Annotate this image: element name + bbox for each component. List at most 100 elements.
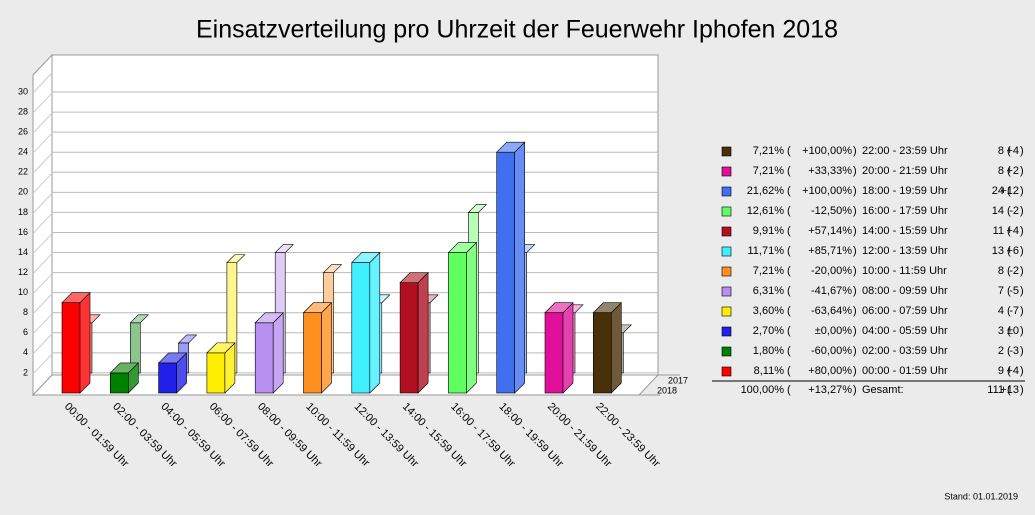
paren: ( [787,384,791,396]
paren: ( [787,325,791,337]
legend-swatch [721,326,732,337]
share: 11,71% [748,245,785,257]
share: 12,61% [747,205,785,217]
bar-top [351,252,381,263]
share: 3,60% [753,305,784,317]
series-label: 2017 [668,375,688,385]
bar-top [254,312,284,324]
paren: ) [1020,205,1024,217]
count: 2 [998,345,1004,357]
tick-mark [32,193,53,214]
bar [592,312,612,394]
count: 14 [992,205,1004,217]
tick-mark [32,112,53,134]
paren: ) [1020,145,1024,157]
diff: +12 [1000,185,1019,197]
bar-side [610,302,622,394]
count: 8 [998,165,1004,177]
count: 3 [998,325,1004,337]
change: +57,14% [808,225,852,237]
bar-top [447,242,478,253]
count: 13 [992,245,1004,257]
share: 7,21% [753,265,784,277]
bar [448,252,467,394]
share: 2,70% [753,325,784,337]
tick-mark [32,333,53,355]
total-label: Gesamt: [862,384,904,396]
change: +100,00% [802,145,852,157]
change: +13,27% [808,384,852,396]
bar-side [79,291,91,394]
change: -41,67% [811,285,852,297]
chart-title: Einsatzverteilung pro Uhrzeit der Feuerw… [196,16,838,44]
bar [254,322,274,394]
bar-top [109,362,140,374]
share: 9,91% [753,225,784,237]
legend-swatch [721,226,732,237]
paren: ) [1020,225,1024,237]
bar-side [321,302,332,394]
bar-side [272,312,284,394]
paren: ( [1007,345,1011,357]
legend-swatch [721,346,732,357]
y-tick-label: 26 [18,127,28,137]
legend-label: 20:00 - 21:59 Uhr [862,165,948,177]
bar-top [399,272,429,283]
bar [544,312,564,394]
bar-top [544,302,574,314]
bar-top [322,264,343,273]
paren: ) [853,325,857,337]
count: 11 [993,225,1004,237]
paren: ) [853,285,857,297]
legend-label: 02:00 - 03:59 Uhr [862,345,948,357]
paren: ( [1007,285,1011,297]
diff: -2 [1009,205,1019,217]
legend-label: 22:00 - 23:59 Uhr [862,145,948,157]
bar-top [206,342,236,354]
legend-label: 04:00 - 05:59 Uhr [862,325,948,337]
diff: ±0 [1007,325,1019,337]
bar-top [274,244,294,253]
paren: ( [787,305,791,317]
y-tick-label: 14 [18,247,28,257]
legend-swatch [721,306,732,317]
change: ±0,00% [815,325,852,337]
paren: ) [853,205,857,217]
tick-mark [32,253,53,274]
bar-top [226,254,246,263]
paren: ( [787,205,791,217]
diff: -3 [1009,345,1019,357]
share: 7,21% [753,165,784,177]
legend-label: 08:00 - 09:59 Uhr [862,285,948,297]
tick-mark [32,313,53,335]
paren: ) [853,365,857,377]
tick-mark [32,293,53,315]
share: 100,00% [741,384,785,396]
legend-swatch [721,146,732,157]
y-tick-label: 24 [18,147,28,157]
legend-swatch [721,266,732,277]
bar-top [592,302,623,314]
paren: ( [787,145,791,157]
change: -63,64% [811,305,852,317]
bar [158,362,177,394]
paren: ) [1020,384,1024,396]
tick-mark [32,132,53,154]
bar [351,262,371,394]
paren: ( [1007,145,1011,157]
y-tick-label: 10 [18,287,28,297]
legend-swatch [721,246,732,257]
y-tick-label: 30 [18,86,28,96]
bar-top [467,204,488,213]
paren: ( [787,165,791,177]
footer: Stand: 01.01.2019 [944,491,1018,501]
share: 7,21% [753,145,784,157]
bar-top [302,302,333,314]
paren: ) [1020,245,1024,257]
paren: ) [1020,365,1024,377]
bar [399,282,419,394]
share: 6,31% [753,285,784,297]
diff: +2 [1006,165,1019,177]
bar [110,372,129,394]
paren: ( [787,365,791,377]
